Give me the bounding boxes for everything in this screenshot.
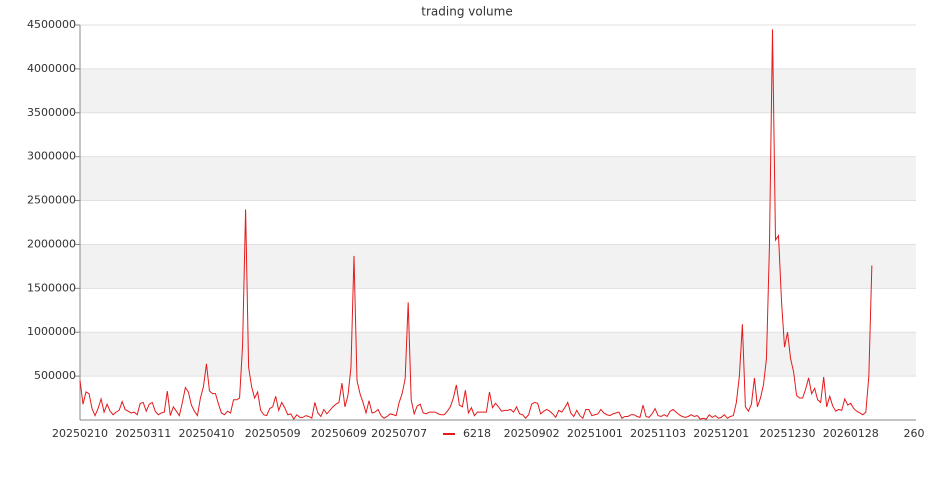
- y-tick-label: 2000000: [27, 237, 76, 250]
- x-tick-label: 20251230: [760, 427, 816, 440]
- x-tick-label: 20251201: [693, 427, 749, 440]
- y-tick-label: 4500000: [27, 18, 76, 31]
- y-tick-label: 4000000: [27, 62, 76, 75]
- series-line: [79, 29, 873, 421]
- grid-band: [80, 156, 916, 201]
- x-tick-label: 20251103: [630, 427, 686, 440]
- x-tick-label: 20250311: [115, 427, 171, 440]
- x-tick-label: 20250609: [311, 427, 367, 440]
- x-tick-label: 260: [904, 427, 925, 440]
- x-tick-label: 20250509: [245, 427, 301, 440]
- legend-label: 6218: [463, 427, 491, 440]
- x-tick-label: 20260128: [823, 427, 879, 440]
- grid-band: [80, 332, 916, 377]
- x-tick-label: 20250410: [178, 427, 234, 440]
- grid-band: [80, 244, 916, 289]
- x-tick-label: 20250707: [371, 427, 427, 440]
- y-tick-label: 3500000: [27, 106, 76, 119]
- y-tick-label: 2500000: [27, 194, 76, 207]
- y-tick-label: 1500000: [27, 281, 76, 294]
- x-tick-label: 20251001: [567, 427, 623, 440]
- y-tick-label: 500000: [34, 369, 76, 382]
- y-tick-label: 1000000: [27, 325, 76, 338]
- chart-title: trading volume: [421, 5, 512, 19]
- grid-band: [80, 68, 916, 113]
- y-tick-label: 3000000: [27, 150, 76, 163]
- x-tick-label: 20250210: [52, 427, 108, 440]
- x-tick-label: 20250902: [504, 427, 560, 440]
